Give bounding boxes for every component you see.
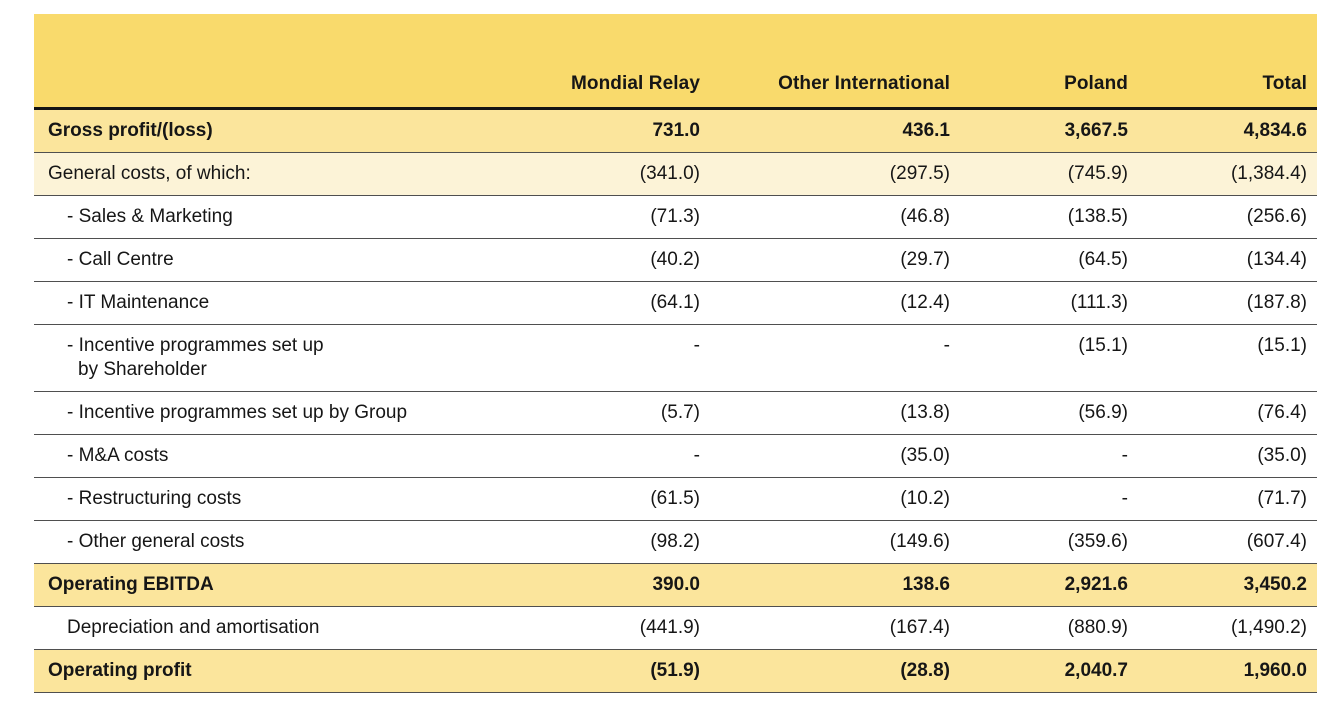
value-cell: (61.5): [510, 477, 710, 521]
value-cell: -: [960, 477, 1138, 521]
value-cell: (51.9): [510, 649, 710, 693]
value-cell: (56.9): [960, 391, 1138, 435]
row-label: - Sales & Marketing: [34, 195, 510, 239]
row-label: Operating EBITDA: [34, 563, 510, 607]
col-header-poland: Poland: [960, 14, 1138, 110]
value-cell: (64.1): [510, 281, 710, 325]
value-cell: (441.9): [510, 606, 710, 650]
row-label: - Other general costs: [34, 520, 510, 564]
value-cell: (607.4): [1138, 520, 1317, 564]
row-label: - Restructuring costs: [34, 477, 510, 521]
value-cell: (76.4): [1138, 391, 1317, 435]
row-label: Gross profit/(loss): [34, 108, 510, 153]
value-cell: (71.7): [1138, 477, 1317, 521]
value-cell: 3,450.2: [1138, 563, 1317, 607]
value-cell: (149.6): [710, 520, 960, 564]
value-cell: (28.8): [710, 649, 960, 693]
value-cell: (880.9): [960, 606, 1138, 650]
value-cell: (64.5): [960, 238, 1138, 282]
value-cell: (15.1): [960, 324, 1138, 392]
value-cell: (13.8): [710, 391, 960, 435]
value-cell: -: [710, 324, 960, 392]
value-cell: (15.1): [1138, 324, 1317, 392]
table-row-it-maintenance: - IT Maintenance (64.1) (12.4) (111.3) (…: [34, 281, 1317, 325]
value-cell: (745.9): [960, 152, 1138, 196]
value-cell: (71.3): [510, 195, 710, 239]
col-header-other-international: Other International: [710, 14, 960, 110]
row-label: - Call Centre: [34, 238, 510, 282]
row-label: - Incentive programmes set up by Shareho…: [34, 324, 510, 392]
col-header-empty: [34, 14, 510, 110]
value-cell: (167.4): [710, 606, 960, 650]
table-row-operating-profit: Operating profit (51.9) (28.8) 2,040.7 1…: [34, 649, 1317, 693]
value-cell: (256.6): [1138, 195, 1317, 239]
table-row-ma-costs: - M&A costs - (35.0) - (35.0): [34, 434, 1317, 478]
value-cell: (1,490.2): [1138, 606, 1317, 650]
value-cell: 4,834.6: [1138, 108, 1317, 153]
row-label: - Incentive programmes set up by Group: [34, 391, 510, 435]
value-cell: 3,667.5: [960, 108, 1138, 153]
table-row-call-centre: - Call Centre (40.2) (29.7) (64.5) (134.…: [34, 238, 1317, 282]
table-row-depreciation: Depreciation and amortisation (441.9) (1…: [34, 606, 1317, 650]
value-cell: (98.2): [510, 520, 710, 564]
table-row-other-general-costs: - Other general costs (98.2) (149.6) (35…: [34, 520, 1317, 564]
table-row-operating-ebitda: Operating EBITDA 390.0 138.6 2,921.6 3,4…: [34, 563, 1317, 607]
value-cell: -: [960, 434, 1138, 478]
table-row-gross-profit: Gross profit/(loss) 731.0 436.1 3,667.5 …: [34, 108, 1317, 153]
value-cell: 2,040.7: [960, 649, 1138, 693]
value-cell: (46.8): [710, 195, 960, 239]
value-cell: (40.2): [510, 238, 710, 282]
table-header-row: Mondial Relay Other International Poland…: [34, 14, 1317, 110]
value-cell: -: [510, 434, 710, 478]
table-row-sales-marketing: - Sales & Marketing (71.3) (46.8) (138.5…: [34, 195, 1317, 239]
value-cell: (134.4): [1138, 238, 1317, 282]
col-header-total: Total: [1138, 14, 1317, 110]
row-label: General costs, of which:: [34, 152, 510, 196]
value-cell: (187.8): [1138, 281, 1317, 325]
segment-results-table: Mondial Relay Other International Poland…: [34, 14, 1317, 693]
value-cell: (10.2): [710, 477, 960, 521]
value-cell: 731.0: [510, 108, 710, 153]
table-row-incentive-shareholder: - Incentive programmes set up by Shareho…: [34, 324, 1317, 392]
value-cell: 138.6: [710, 563, 960, 607]
value-cell: 2,921.6: [960, 563, 1138, 607]
col-header-mondial-relay: Mondial Relay: [510, 14, 710, 110]
table-row-incentive-group: - Incentive programmes set up by Group (…: [34, 391, 1317, 435]
row-label: - IT Maintenance: [34, 281, 510, 325]
value-cell: (1,384.4): [1138, 152, 1317, 196]
value-cell: 390.0: [510, 563, 710, 607]
financial-table: Mondial Relay Other International Poland…: [34, 14, 1317, 693]
table-row-restructuring-costs: - Restructuring costs (61.5) (10.2) - (7…: [34, 477, 1317, 521]
value-cell: (341.0): [510, 152, 710, 196]
table-row-general-costs: General costs, of which: (341.0) (297.5)…: [34, 152, 1317, 196]
value-cell: (297.5): [710, 152, 960, 196]
value-cell: 436.1: [710, 108, 960, 153]
value-cell: (111.3): [960, 281, 1138, 325]
row-label: - M&A costs: [34, 434, 510, 478]
value-cell: (5.7): [510, 391, 710, 435]
row-label: Depreciation and amortisation: [34, 606, 510, 650]
value-cell: -: [510, 324, 710, 392]
value-cell: (12.4): [710, 281, 960, 325]
value-cell: (359.6): [960, 520, 1138, 564]
row-label: Operating profit: [34, 649, 510, 693]
value-cell: (29.7): [710, 238, 960, 282]
row-label-line1: - Incentive programmes set up: [67, 334, 324, 356]
value-cell: (35.0): [1138, 434, 1317, 478]
value-cell: (138.5): [960, 195, 1138, 239]
value-cell: 1,960.0: [1138, 649, 1317, 693]
row-label-line2: by Shareholder: [78, 358, 207, 380]
value-cell: (35.0): [710, 434, 960, 478]
